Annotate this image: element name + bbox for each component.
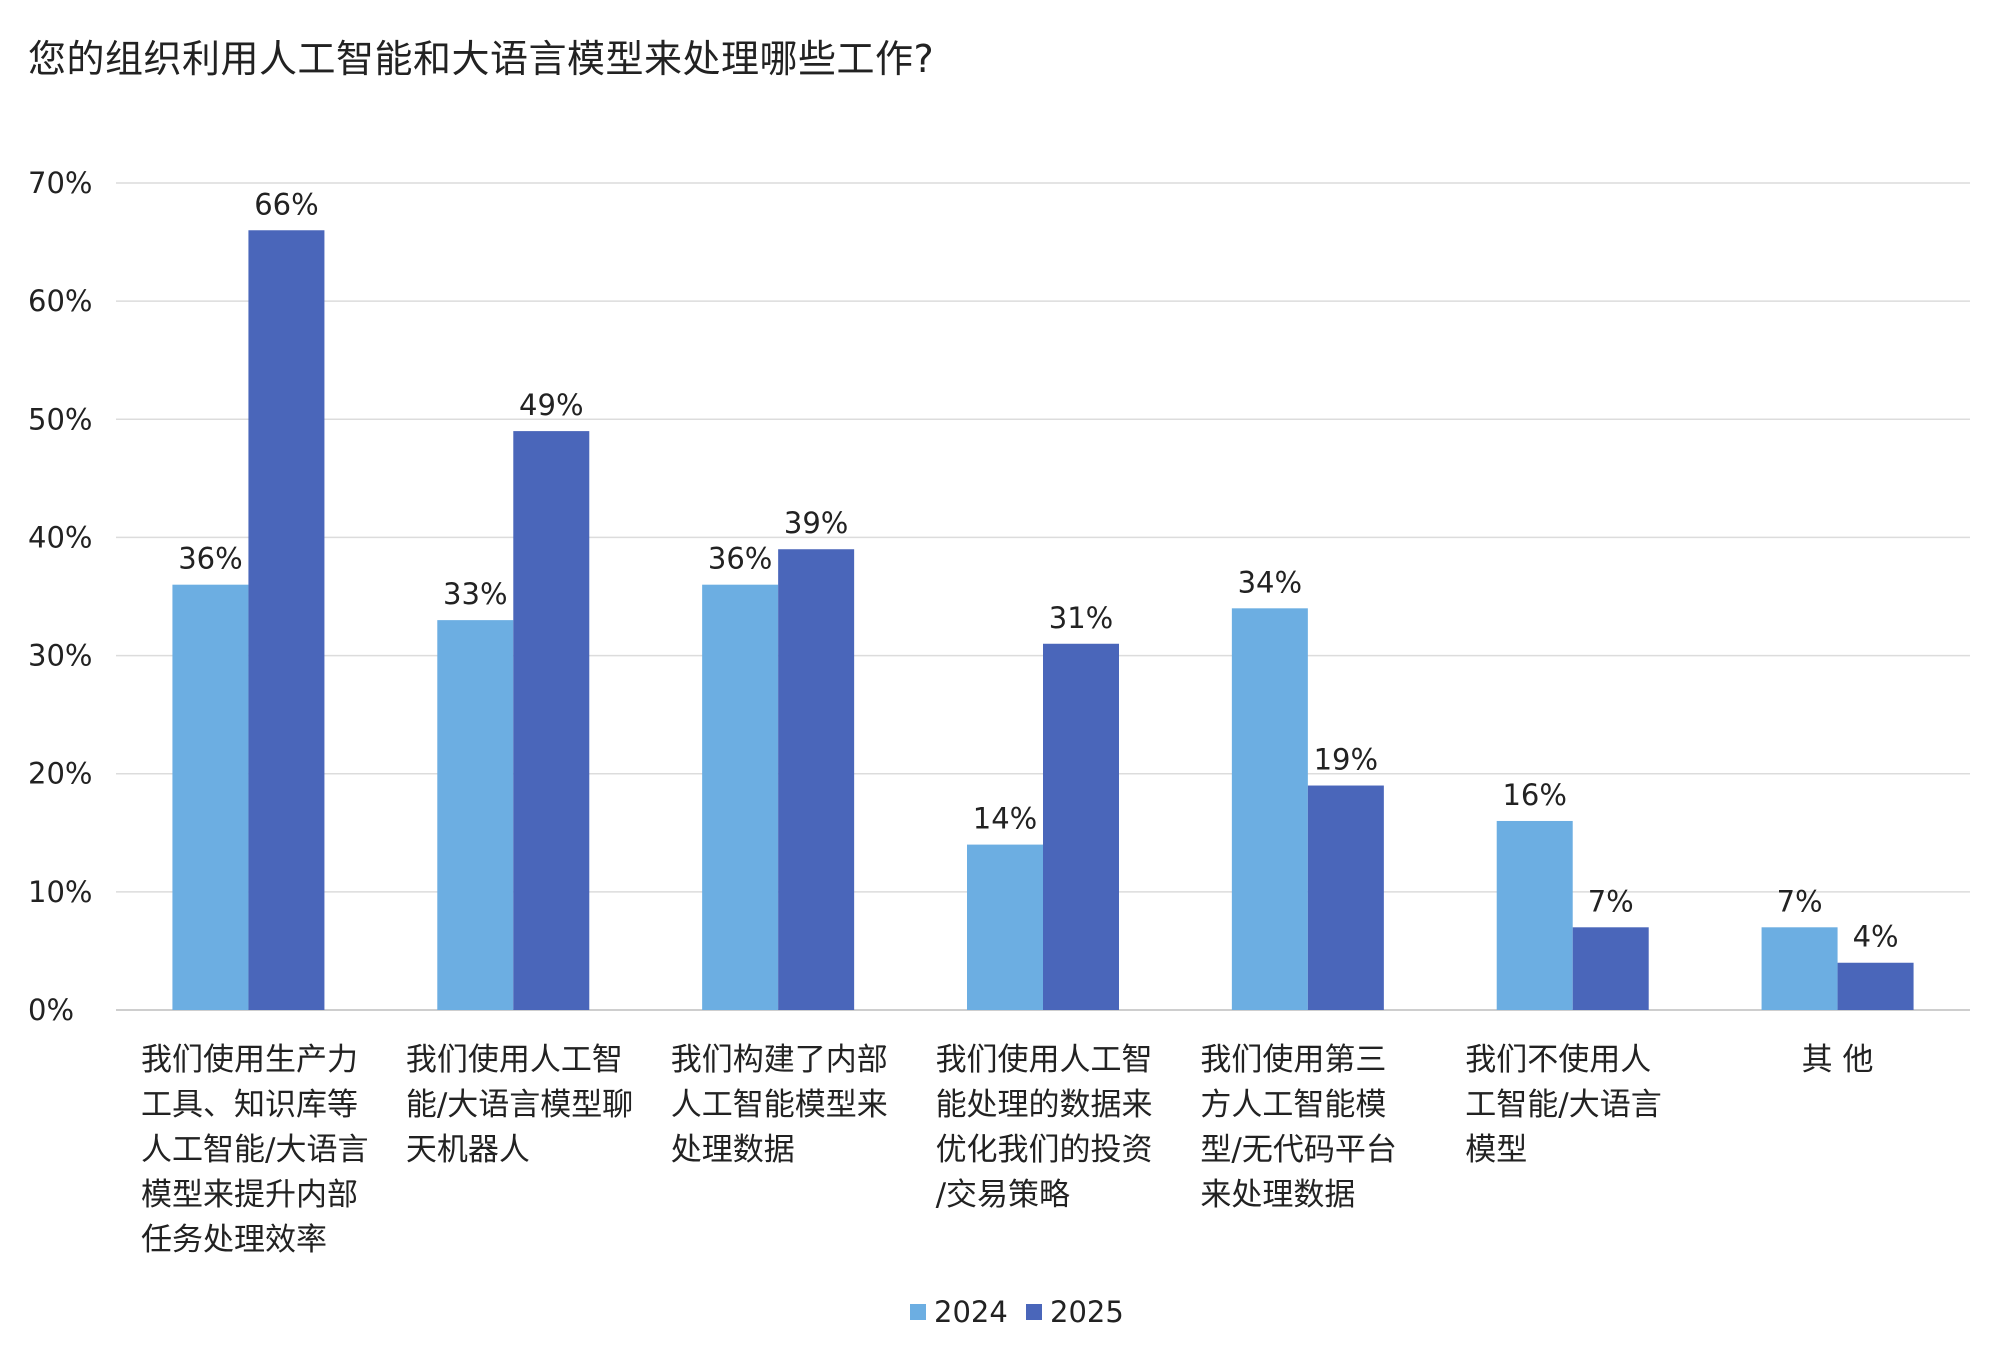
data-label: 19% xyxy=(1314,743,1378,777)
category-label: 我们使用人工智 xyxy=(406,1042,623,1078)
category-label: 模型来提升内部 xyxy=(141,1177,358,1213)
chart-title: 您的组织利用人工智能和大语言模型来处理哪些工作? xyxy=(28,37,935,81)
legend-swatch-2024 xyxy=(910,1304,926,1320)
data-label: 4% xyxy=(1853,920,1899,954)
legend-label: 2025 xyxy=(1050,1295,1124,1329)
category-label: /交易策略 xyxy=(936,1177,1070,1213)
y-tick-label: 70% xyxy=(28,166,92,200)
bar-2025 xyxy=(1837,962,1914,1010)
legend-label: 2024 xyxy=(934,1295,1008,1329)
bar-2025 xyxy=(513,431,590,1011)
bar-2024 xyxy=(1231,608,1308,1010)
data-label: 49% xyxy=(519,388,583,422)
bar-2024 xyxy=(437,620,514,1010)
category-label: 其 他 xyxy=(1802,1042,1874,1078)
category-label: 模型 xyxy=(1465,1132,1527,1168)
data-label: 16% xyxy=(1502,778,1566,812)
y-tick-label: 40% xyxy=(28,520,92,554)
bar-2024 xyxy=(1761,927,1838,1010)
y-tick-label: 60% xyxy=(28,284,92,318)
legend-swatch-2025 xyxy=(1026,1304,1042,1320)
category-label: 我们使用生产力 xyxy=(141,1042,358,1078)
y-tick-label: 20% xyxy=(28,757,92,791)
data-label: 33% xyxy=(443,577,507,611)
bar-2025 xyxy=(248,230,325,1010)
data-label: 66% xyxy=(254,187,318,221)
data-label: 31% xyxy=(1049,601,1113,635)
bar-2024 xyxy=(967,844,1043,1010)
bar-2024 xyxy=(172,584,249,1010)
y-tick-label: 50% xyxy=(28,402,92,436)
data-label: 39% xyxy=(784,506,848,540)
bar-2024 xyxy=(702,584,779,1010)
category-label: 型/无代码平台 xyxy=(1200,1132,1396,1168)
y-tick-label: 0% xyxy=(28,993,74,1027)
data-label: 36% xyxy=(178,542,242,576)
category-label: 处理数据 xyxy=(671,1132,795,1168)
data-label: 36% xyxy=(708,542,772,576)
bar-2025 xyxy=(1307,785,1384,1010)
category-label: 天机器人 xyxy=(406,1132,530,1168)
category-label: 我们构建了内部 xyxy=(671,1042,888,1078)
category-label: 工智能/大语言 xyxy=(1465,1087,1661,1123)
bar-2025 xyxy=(1043,643,1119,1010)
data-label: 7% xyxy=(1588,884,1634,918)
bar-2024 xyxy=(1496,820,1573,1010)
category-label: 我们不使用人 xyxy=(1465,1042,1651,1078)
category-label: 工具、知识库等 xyxy=(141,1087,358,1123)
category-label: 方人工智能模 xyxy=(1200,1087,1386,1123)
category-label: 我们使用第三 xyxy=(1200,1042,1386,1078)
category-label: 能/大语言模型聊 xyxy=(406,1087,633,1123)
data-label: 14% xyxy=(973,802,1037,836)
category-label: 来处理数据 xyxy=(1200,1177,1355,1213)
category-label: 我们使用人工智 xyxy=(936,1042,1153,1078)
bar-2025 xyxy=(1572,927,1649,1010)
category-label: 优化我们的投资 xyxy=(936,1132,1153,1168)
category-label: 任务处理效率 xyxy=(141,1222,327,1258)
category-label: 人工智能模型来 xyxy=(671,1087,888,1123)
y-tick-label: 10% xyxy=(28,875,92,909)
y-tick-label: 30% xyxy=(28,639,92,673)
bar-2025 xyxy=(778,549,855,1010)
data-label: 7% xyxy=(1777,884,1823,918)
data-label: 34% xyxy=(1238,565,1302,599)
category-label: 能处理的数据来 xyxy=(936,1087,1153,1123)
category-label: 人工智能/大语言 xyxy=(141,1132,368,1168)
